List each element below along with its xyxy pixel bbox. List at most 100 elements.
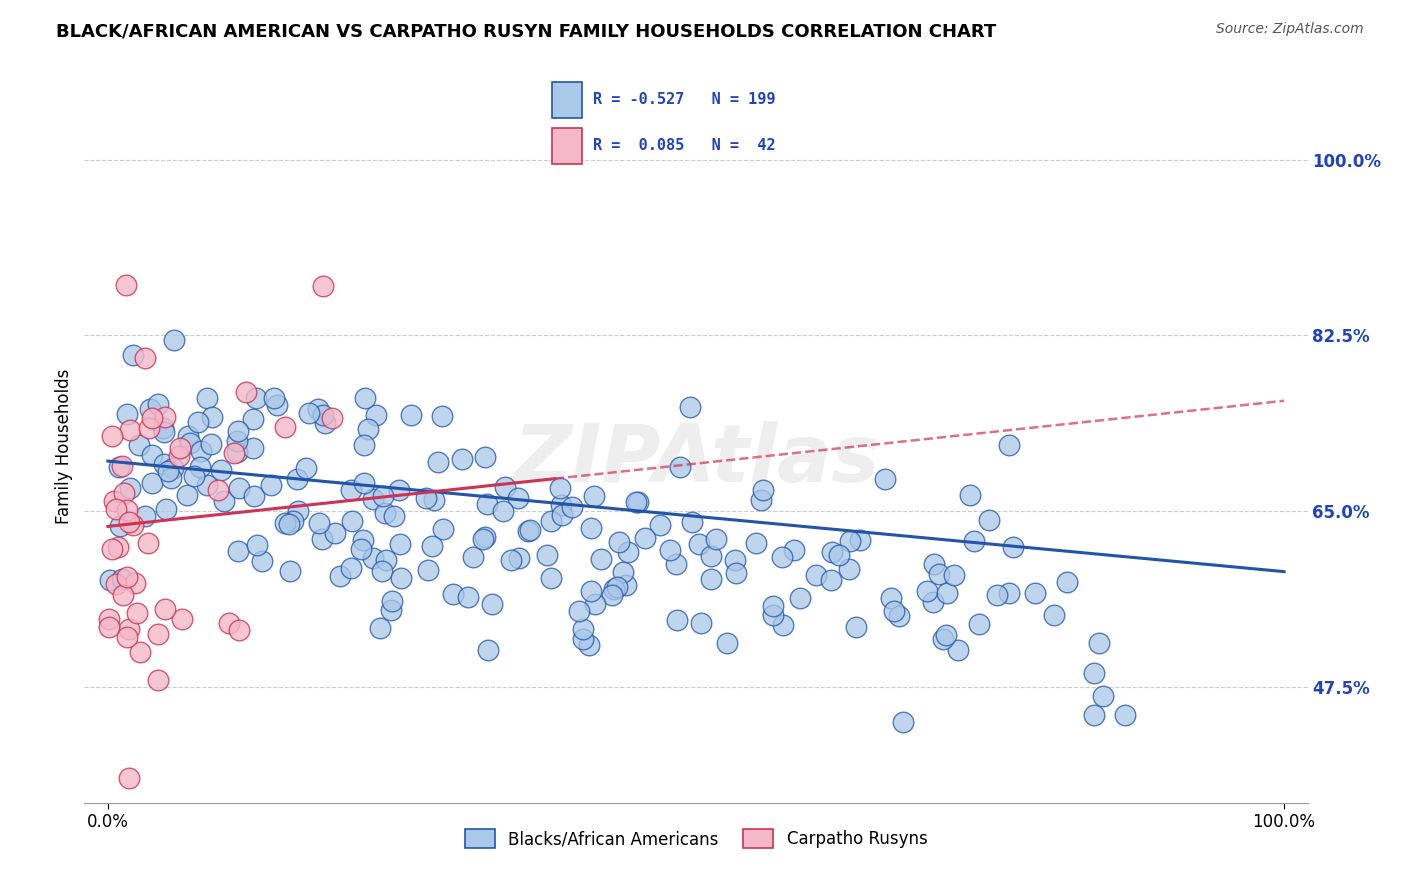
Point bbox=[915, 584, 938, 599]
Point bbox=[967, 617, 990, 632]
Point bbox=[128, 645, 150, 659]
Point bbox=[281, 514, 304, 528]
Point bbox=[153, 409, 176, 424]
Point bbox=[516, 524, 538, 538]
Point bbox=[148, 397, 170, 411]
Point bbox=[821, 545, 844, 559]
Point bbox=[127, 606, 149, 620]
Point bbox=[762, 607, 785, 622]
Point bbox=[340, 560, 363, 574]
Point bbox=[263, 391, 285, 405]
Point bbox=[108, 460, 131, 475]
Point bbox=[371, 490, 394, 504]
Point bbox=[195, 391, 218, 405]
Point bbox=[1083, 708, 1105, 723]
Point bbox=[602, 588, 624, 602]
Point bbox=[98, 619, 121, 633]
Point bbox=[266, 398, 288, 412]
Point bbox=[1056, 574, 1078, 589]
Point bbox=[669, 459, 692, 474]
Point bbox=[311, 532, 333, 546]
Point bbox=[368, 621, 391, 635]
Y-axis label: Family Households: Family Households bbox=[55, 368, 73, 524]
Point bbox=[117, 622, 139, 636]
Point bbox=[101, 429, 124, 443]
Point bbox=[418, 563, 440, 577]
Point bbox=[183, 468, 205, 483]
Point bbox=[353, 391, 375, 405]
Point bbox=[880, 591, 903, 605]
Point bbox=[388, 483, 411, 497]
Point bbox=[1043, 608, 1066, 623]
Point bbox=[789, 591, 811, 605]
Point bbox=[235, 384, 257, 399]
Point bbox=[280, 564, 302, 578]
Point bbox=[1083, 665, 1105, 680]
Point bbox=[508, 551, 530, 566]
Point bbox=[122, 517, 145, 532]
Point bbox=[536, 548, 558, 562]
Point bbox=[287, 504, 309, 518]
Point bbox=[340, 514, 363, 528]
Point bbox=[155, 601, 177, 615]
Point bbox=[998, 586, 1021, 600]
Point bbox=[115, 407, 138, 421]
Point bbox=[457, 591, 479, 605]
Point bbox=[187, 415, 209, 429]
Point bbox=[607, 535, 630, 549]
Point bbox=[845, 620, 868, 634]
Text: R = -0.527   N = 199: R = -0.527 N = 199 bbox=[593, 92, 776, 106]
Point bbox=[932, 632, 955, 647]
Point bbox=[922, 558, 945, 572]
Point bbox=[222, 446, 245, 460]
Point bbox=[477, 643, 499, 657]
Point bbox=[172, 611, 194, 625]
Point bbox=[162, 461, 184, 475]
Point bbox=[141, 410, 163, 425]
Point bbox=[963, 533, 986, 548]
Point bbox=[374, 553, 396, 567]
Point bbox=[422, 493, 444, 508]
Point bbox=[117, 503, 139, 517]
Point bbox=[382, 509, 405, 524]
Point bbox=[117, 630, 139, 644]
Point bbox=[699, 549, 721, 564]
Point bbox=[420, 539, 443, 553]
Point bbox=[228, 623, 250, 637]
Point bbox=[551, 508, 574, 523]
Point bbox=[700, 572, 723, 586]
Point bbox=[550, 498, 572, 512]
Point bbox=[887, 608, 910, 623]
Point bbox=[107, 540, 129, 554]
Point bbox=[353, 438, 375, 452]
Point bbox=[959, 488, 981, 502]
Point bbox=[820, 573, 842, 587]
Point bbox=[134, 508, 156, 523]
Point bbox=[340, 483, 363, 497]
Point bbox=[329, 569, 352, 583]
Point bbox=[169, 441, 191, 455]
Point bbox=[761, 599, 783, 613]
Point bbox=[666, 613, 689, 627]
Point bbox=[114, 278, 136, 293]
Point bbox=[134, 351, 156, 366]
Text: BLACK/AFRICAN AMERICAN VS CARPATHO RUSYN FAMILY HOUSEHOLDS CORRELATION CHART: BLACK/AFRICAN AMERICAN VS CARPATHO RUSYN… bbox=[56, 22, 997, 40]
Point bbox=[128, 438, 150, 452]
Point bbox=[274, 420, 297, 434]
Point bbox=[374, 506, 396, 520]
Point bbox=[838, 562, 860, 576]
Point bbox=[389, 537, 412, 551]
Point bbox=[167, 449, 190, 463]
Point bbox=[492, 504, 515, 518]
Point bbox=[298, 406, 321, 420]
Point bbox=[148, 673, 170, 687]
Point bbox=[207, 483, 229, 497]
Point bbox=[614, 578, 637, 592]
Point bbox=[242, 412, 264, 426]
Point bbox=[849, 533, 872, 547]
Point bbox=[353, 476, 375, 491]
Point bbox=[314, 416, 336, 430]
Point bbox=[245, 391, 267, 405]
Point bbox=[246, 538, 269, 552]
Point bbox=[540, 571, 562, 585]
